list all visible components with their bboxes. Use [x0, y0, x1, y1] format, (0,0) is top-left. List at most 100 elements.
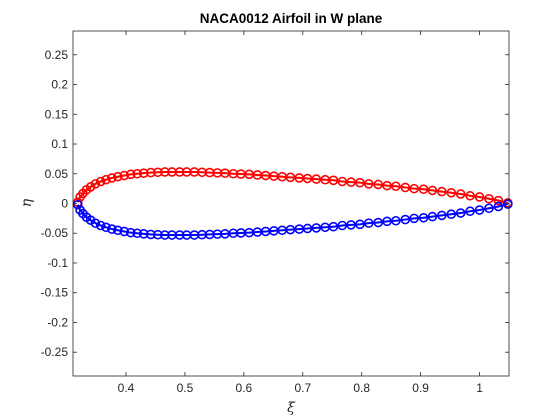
upper-surface-marker	[373, 179, 384, 190]
upper-surface-marker	[145, 167, 156, 178]
upper-surface-marker	[427, 185, 438, 196]
upper-surface-marker	[107, 173, 117, 183]
upper-surface-marker	[174, 167, 185, 177]
upper-surface-marker	[409, 183, 419, 194]
lower-surface-marker	[355, 219, 365, 230]
y-tick-label: 0.05	[45, 167, 69, 181]
lower-surface-marker	[285, 224, 296, 235]
y-tick-label: -0.15	[41, 286, 69, 300]
lower-surface-marker	[174, 230, 185, 240]
lower-surface-marker	[465, 206, 475, 217]
lower-surface-marker	[455, 208, 466, 218]
lower-surface-marker	[145, 229, 156, 240]
lower-surface-marker	[95, 220, 106, 231]
lower-surface-marker	[72, 199, 83, 210]
lower-surface-marker	[107, 224, 117, 234]
lower-surface-marker	[427, 211, 438, 222]
upper-surface-marker	[311, 174, 322, 184]
lower-surface-marker	[125, 227, 136, 238]
upper-surface-marker	[328, 175, 339, 186]
x-axis-label: ξ	[287, 400, 296, 416]
lower-surface-marker	[409, 213, 419, 224]
upper-surface-marker	[125, 169, 136, 180]
upper-surface-marker	[132, 168, 143, 179]
upper-surface-marker	[391, 181, 401, 192]
lower-surface-marker	[85, 215, 96, 225]
lower-surface-marker	[474, 205, 485, 215]
x-tick-label: 0.4	[118, 381, 135, 395]
lower-surface-marker	[328, 221, 339, 232]
lower-surface-marker	[493, 201, 504, 212]
lower-surface-marker	[119, 226, 130, 237]
lower-surface-marker	[373, 217, 384, 228]
series-layer	[72, 167, 513, 240]
lower-surface-marker	[132, 228, 143, 239]
upper-surface-marker	[85, 182, 96, 192]
upper-surface-marker	[346, 177, 356, 187]
upper-surface-marker	[112, 171, 123, 182]
lower-surface-marker	[391, 215, 401, 226]
upper-surface-marker	[337, 176, 348, 187]
y-ticks: -0.25 -0.2 -0.15 -0.1 -0.05 0 0.05 0.1 0.15 0.2 0.…	[41, 48, 509, 359]
lower-surface-marker	[138, 229, 149, 239]
upper-surface-marker	[153, 167, 163, 178]
x-tick-label: 1	[476, 381, 483, 395]
y-tick-label: 0.2	[51, 78, 68, 92]
lower-surface-marker	[484, 203, 494, 214]
upper-surface-marker	[382, 180, 392, 191]
y-tick-label: -0.25	[41, 345, 69, 359]
x-tick-label: 0.5	[177, 381, 194, 395]
upper-surface-marker	[95, 176, 106, 187]
lower-surface-marker	[437, 210, 447, 221]
upper-surface-marker	[302, 173, 313, 184]
upper-surface-marker	[437, 186, 447, 197]
upper-surface-marker	[484, 193, 494, 204]
lower-surface-marker	[302, 223, 313, 234]
upper-surface-marker	[138, 168, 149, 178]
y-tick-label: -0.1	[47, 256, 68, 270]
lower-surface-marker	[446, 209, 457, 220]
upper-surface-marker	[119, 170, 130, 181]
upper-surface-marker	[400, 182, 411, 193]
upper-surface-marker	[160, 167, 170, 177]
lower-surface-marker	[382, 216, 392, 227]
x-tick-label: 0.6	[236, 381, 253, 395]
lower-surface-marker	[160, 230, 170, 240]
upper-surface-marker	[363, 179, 374, 189]
upper-surface-marker	[493, 195, 504, 206]
lower-surface-marker	[363, 218, 374, 228]
plot-area	[73, 31, 509, 376]
upper-surface-marker	[285, 172, 296, 183]
x-tick-label: 0.8	[353, 381, 370, 395]
x-ticks: 0.4 0.5 0.6 0.7 0.8 0.9 1	[118, 31, 483, 395]
y-tick-label: 0	[61, 197, 68, 211]
upper-surface-marker	[465, 190, 475, 201]
upper-surface-marker	[455, 189, 466, 199]
upper-surface-marker	[101, 174, 111, 185]
chart-title: NACA0012 Airfoil in W plane	[200, 11, 383, 26]
upper-surface-marker	[446, 187, 457, 198]
lower-surface-marker	[503, 199, 513, 209]
upper-surface-marker	[418, 184, 429, 195]
upper-surface-marker	[474, 192, 485, 202]
lower-surface-marker	[153, 229, 163, 240]
y-tick-label: -0.05	[41, 226, 69, 240]
y-tick-label: -0.2	[47, 315, 68, 329]
upper-surface-marker	[90, 179, 101, 189]
x-tick-label: 0.9	[412, 381, 429, 395]
y-tick-label: 0.25	[45, 48, 69, 62]
upper-surface-marker	[355, 177, 365, 188]
y-tick-label: 0.15	[45, 107, 69, 121]
lower-surface-marker	[337, 220, 348, 231]
lower-surface-marker	[112, 225, 123, 236]
lower-surface-marker	[346, 220, 356, 230]
lower-surface-marker	[311, 223, 322, 233]
lower-surface-marker	[101, 222, 111, 233]
lower-surface-marker	[400, 214, 411, 225]
x-tick-label: 0.7	[294, 381, 311, 395]
y-tick-label: 0.1	[51, 137, 68, 151]
lower-surface-marker	[90, 218, 101, 228]
lower-surface-marker	[418, 212, 429, 223]
